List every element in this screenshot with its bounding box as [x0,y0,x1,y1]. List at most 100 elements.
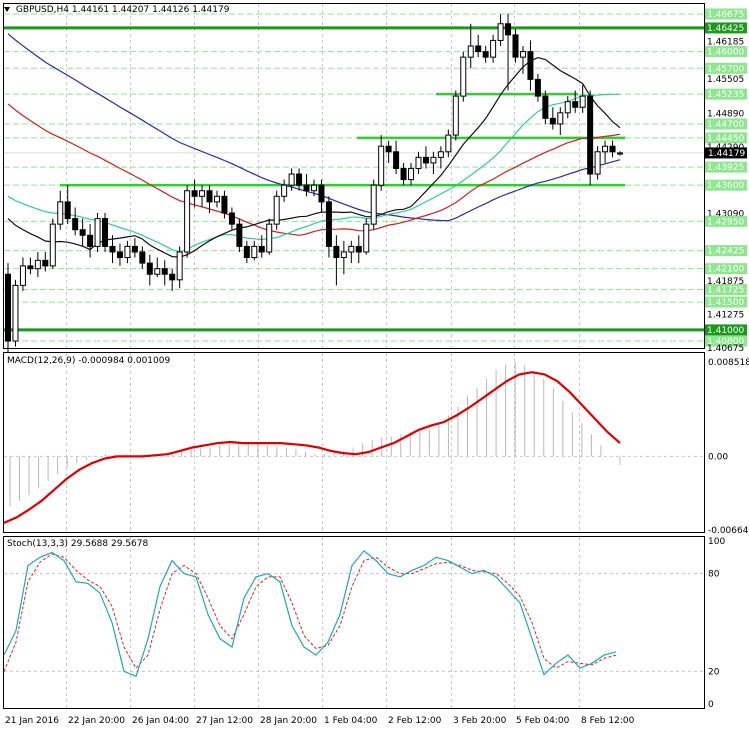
stoch-scale-label: 80 [708,570,720,580]
candle [5,263,11,353]
candle [146,254,153,286]
price-level-label: 1.41500 [707,298,744,308]
price-level-label: 1.46675 [707,10,744,20]
candle [199,185,206,208]
candle-body-up [251,245,258,259]
candle [318,179,325,214]
candle [594,146,601,180]
candle-body-down [116,251,123,259]
symbol-label: GBPUSD,H4 [15,5,70,15]
candle-body-down [355,245,362,253]
candle [333,235,340,286]
candle-body-down [258,245,265,253]
candle-body-down [333,245,340,259]
price-level-label: 1.46185 [707,37,744,47]
candle-body-down [206,190,213,203]
candle [430,151,437,175]
candle-body-down [527,51,534,80]
candle-body-up [348,245,355,253]
candle [176,246,183,289]
candle [236,218,243,252]
price-level-label: 1.41875 [707,277,744,287]
candle [169,268,176,291]
candle [228,207,235,230]
stoch-scale-label: 20 [708,667,720,677]
candle-body-up [12,284,19,342]
price-level-badge [705,179,747,191]
candle [109,235,116,264]
candle [467,23,474,69]
candle-body-up [288,173,295,186]
candle [296,168,303,191]
ohlc-close: 1.44179 [192,5,230,15]
stoch-title: Stoch(13,3,3) 29.5688 29.5678 [7,539,149,549]
candle-body-up [94,218,101,247]
candle [415,151,422,175]
price-level-label: 1.41275 [707,311,744,321]
candle-body-up [378,145,385,186]
macd-scale-label: 0.008518 [708,358,749,368]
price-level-label: 1.44700 [707,120,744,130]
candle-body-up [19,265,26,286]
candle [191,179,198,208]
candle [154,257,161,278]
candle [572,90,579,113]
ma-red-line [7,103,621,236]
candle-body-up [430,156,437,164]
candle [564,96,571,119]
candle-body-down [542,95,549,119]
candle-body-up [452,95,459,136]
candle-body-down [385,145,392,153]
candle [587,90,594,186]
candle [363,218,370,255]
candle-body-up [266,223,273,253]
candle-body-up [311,184,317,192]
price-level-badge [705,335,747,347]
grid [4,4,704,708]
candle [542,90,549,124]
candle [42,251,49,272]
candle-body-up [497,23,504,41]
candle [370,179,377,230]
candle-body-down [169,273,176,281]
candle [258,235,265,258]
time-label: 26 Jan 04:00 [132,716,189,726]
candle-body-down [572,101,579,108]
candle [273,190,280,230]
candle [49,218,56,269]
candle [460,51,467,102]
candle-body-up [408,167,415,181]
candle [243,240,250,264]
price-level-badge [705,62,747,74]
candle [609,140,616,158]
candle-body-down [393,151,400,169]
price-level-label: 1.45235 [707,90,744,100]
candle [72,207,79,236]
candle-body-up [57,201,64,225]
candle [27,257,34,275]
price-level-badge [705,22,747,34]
candle-body-down [5,273,11,342]
candle-body-up [154,268,161,275]
candle-body-down [191,190,198,197]
candle [385,140,392,163]
candle [534,73,541,102]
candle [355,235,362,264]
candle-body-up [184,190,191,253]
candle [124,240,131,264]
time-label: 8 Feb 12:00 [581,716,635,726]
price-level-badge [705,215,747,227]
macd-title: MACD(12,26,9) -0.000984 0.001009 [7,356,171,366]
candle-body-up [557,112,564,125]
candle [281,179,288,202]
candle-body-down [475,45,482,53]
candle [94,213,101,252]
time-label: 27 Jan 12:00 [196,716,253,726]
time-label: 5 Feb 04:00 [516,716,570,726]
candle-body-down [42,259,49,267]
candle-body-up [340,251,347,259]
candle-body-down [296,173,303,186]
current-price-label: 1.44179 [708,149,745,159]
candle [445,129,452,158]
candle [378,135,385,191]
